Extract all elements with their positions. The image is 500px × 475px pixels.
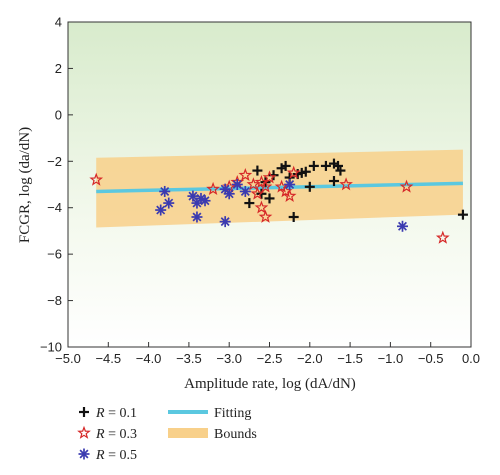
data-point-r-01-8 [300,166,311,177]
data-point-r-03-4 [238,167,253,182]
data-point-r-05-6 [199,195,211,207]
x-tick-label: −1.5 [337,351,363,366]
y-tick-label: −8 [47,293,62,308]
x-axis-label: Amplitude rate, log (dA/dN) [184,376,356,392]
data-point-r-05-10 [239,185,251,197]
y-tick-label: −6 [47,247,62,262]
data-point-r-01-0 [252,165,263,176]
data-point-r-01-16 [264,193,275,204]
legend-item-r-05-label: R = 0.5 [95,448,137,463]
y-tick-label: 4 [55,15,62,30]
y-tick-label: −10 [40,340,62,355]
data-point-r-03-9 [262,170,277,184]
data-point-r-03-18 [258,209,273,223]
legend-item-fitting-label: Fitting [214,406,251,421]
legend-item-bounds: Bounds [168,427,257,442]
legend-item-bounds-marker [168,428,208,438]
data-point-r-03-12 [282,188,297,202]
x-tick-label: −4.0 [136,351,162,366]
data-points-layer [89,158,468,244]
legend-item-r-01-label: R = 0.1 [95,406,137,421]
y-tick-label: −2 [47,154,62,169]
data-point-r-05-8 [223,188,235,200]
x-tick-label: −1.0 [378,351,404,366]
data-point-r-01-18 [304,181,315,192]
legend-item-r-01-marker [79,407,89,417]
data-point-r-03-16 [435,230,450,244]
x-tick-label: −5.0 [55,351,81,366]
data-point-r-05-11 [284,179,296,190]
legend-item-r-05-marker [78,448,90,460]
data-point-r-05-2 [163,197,175,209]
x-tick-label: 0.0 [462,351,480,366]
data-point-r-03-14 [339,177,353,191]
y-axis-label: FCGR, log (da/dN) [17,127,33,243]
y-tick-label: 2 [55,61,62,76]
x-axis-ticks: −5.0 −4.5 −4.0 −3.5 −3.0 −2.5 −2.0 −1.5 −1.0 −0.5… [55,342,480,366]
legend-item-bounds-label: Bounds [214,427,257,442]
data-point-r-01-17 [288,212,299,222]
data-point-r-01-10 [320,160,331,171]
legend-item-r-03-marker [77,425,91,439]
y-axis-ticks: −10 −8 −6 −4 −2 0 2 4 [40,15,73,355]
data-point-r-05-0 [155,204,167,216]
data-point-r-01-19 [328,176,339,187]
legend-item-r-05: R = 0.5 [78,448,137,463]
data-point-r-03-15 [399,179,414,193]
data-point-r-05-14 [219,216,231,228]
data-point-r-03-1 [206,181,220,195]
data-point-r-01-4 [280,160,291,171]
x-tick-label: −4.5 [95,351,121,366]
x-tick-label: −2.0 [297,351,323,366]
legend-item-fitting: Fitting [168,406,251,421]
data-point-r-01-15 [244,198,255,209]
data-point-r-03-6 [250,186,265,200]
x-tick-label: −0.5 [418,351,444,366]
x-tick-label: −2.5 [257,351,283,366]
legend: R = 0.1 R = 0.3 R = 0.5 Fitting Bounds [77,406,257,463]
legend-item-r-03: R = 0.3 [77,425,137,442]
legend-item-r-01: R = 0.1 [79,406,137,421]
data-point-r-05-9 [231,179,243,190]
data-point-r-01-20 [457,209,468,220]
data-point-r-01-13 [335,165,346,176]
data-point-r-01-9 [308,160,319,171]
data-point-r-05-13 [191,211,203,223]
data-point-r-03-8 [258,179,273,193]
legend-item-r-03-label: R = 0.3 [95,427,137,442]
x-tick-label: −3.5 [176,351,202,366]
data-point-r-03-13 [286,165,301,179]
x-tick-label: −3.0 [216,351,242,366]
data-point-r-05-12 [396,220,408,232]
data-point-r-05-1 [159,185,171,197]
data-point-r-03-17 [254,200,269,214]
y-tick-label: 0 [55,107,62,122]
data-point-r-03-5 [246,177,261,191]
data-point-r-03-0 [89,172,104,186]
y-tick-label: −4 [47,200,62,215]
